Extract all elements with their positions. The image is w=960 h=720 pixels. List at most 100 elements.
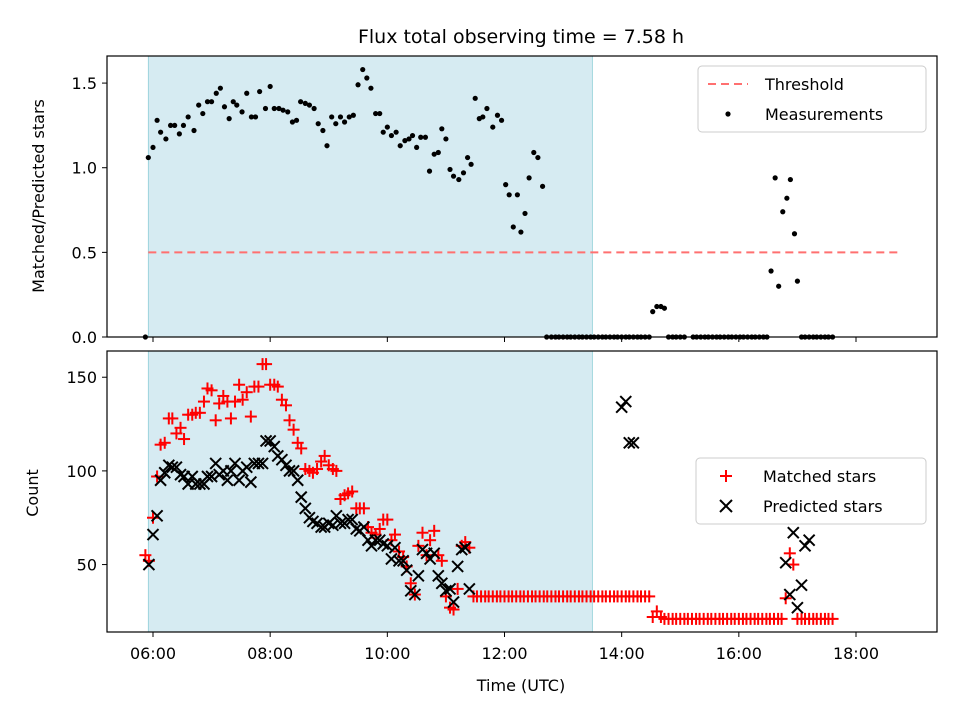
matched-star-point (260, 358, 273, 371)
measurement-point (510, 224, 516, 230)
measurement-point (388, 132, 395, 139)
measurement-point (406, 136, 412, 142)
predicted-star-point (259, 434, 273, 448)
y-tick-label: 50 (77, 556, 97, 575)
bottom-legend: Matched stars Predicted stars (695, 457, 927, 525)
x-axis-label: Time (UTC) (476, 676, 565, 695)
measurement-point (196, 102, 202, 108)
legend-matched-label: Matched stars (763, 467, 876, 486)
measurement-point (360, 66, 366, 73)
predicted-star-point (275, 453, 289, 466)
measurement-point (180, 122, 187, 129)
measurement-point (654, 303, 660, 310)
measurement-point (384, 124, 390, 130)
predicted-star-point (142, 558, 156, 571)
measurement-point (176, 131, 182, 137)
series-predicted-stars (142, 395, 816, 614)
matched-star-point (373, 522, 386, 535)
measurement-point (484, 105, 490, 112)
x-tick-label: 16:00 (716, 644, 762, 663)
measurement-point (306, 102, 313, 108)
measurement-point (298, 99, 304, 105)
predicted-star-point (174, 468, 187, 481)
matched-star-point (147, 511, 159, 524)
measurement-point (341, 119, 348, 125)
predicted-star-point (146, 528, 160, 541)
predicted-star-point (334, 517, 347, 530)
matched-star-point (404, 577, 417, 590)
predicted-star-point (279, 459, 293, 472)
predicted-star-point (400, 563, 413, 577)
x-tick-label: 10:00 (364, 644, 410, 663)
predicted-star-point (787, 526, 800, 539)
measurement-point (514, 192, 520, 198)
measurement-point (221, 104, 228, 110)
predicted-star-point (627, 436, 640, 450)
measurement-point (200, 110, 206, 117)
measurement-point (333, 121, 339, 127)
predicted-star-point (345, 513, 359, 526)
measurement-point (535, 154, 541, 161)
matched-star-point (787, 558, 800, 571)
predicted-star-point (455, 543, 468, 556)
legend-measurements-swatch (725, 111, 731, 117)
measurement-point (208, 99, 215, 105)
measurement-point (191, 127, 197, 134)
predicted-star-point (287, 464, 300, 478)
measurement-point (380, 129, 386, 135)
measurement-point (280, 107, 286, 113)
measurement-point (289, 119, 296, 125)
measurement-point (154, 117, 160, 123)
predicted-star-point (385, 552, 398, 566)
measurement-point (311, 105, 317, 112)
y-tick-label: 1.5 (72, 74, 97, 93)
matched-star-point (271, 380, 284, 393)
predicted-star-point (435, 577, 449, 590)
observing-window-shade (147, 350, 593, 633)
bottom-plot-area: 50 100 150 06:00 08:00 10:00 12:00 14:00 16:00 18… (66, 350, 938, 663)
x-tick-label: 12:00 (481, 644, 527, 663)
matched-star-point (388, 528, 401, 541)
measurement-point (498, 117, 505, 123)
measurement-point (320, 127, 326, 134)
measurement-point (285, 109, 291, 115)
matched-star-point (330, 464, 343, 477)
legend-threshold-label: Threshold (764, 75, 844, 94)
measurement-point (402, 138, 408, 144)
predicted-star-point (205, 470, 218, 483)
predicted-star-point (463, 582, 476, 596)
measurement-point (480, 114, 486, 120)
matched-star-point (451, 582, 464, 595)
top-y-axis-label: Matched/Predicted stars (29, 99, 48, 293)
predicted-star-point (365, 539, 378, 553)
matched-star-point (295, 442, 308, 455)
measurement-point (784, 195, 790, 201)
bottom-legend-box (695, 457, 927, 525)
measurement-point (431, 151, 437, 157)
measurement-point (393, 129, 399, 135)
measurement-point (409, 132, 416, 139)
measurement-point (337, 114, 344, 120)
predicted-star-point (791, 601, 804, 614)
measurement-point (791, 231, 798, 237)
measurement-point (276, 105, 282, 112)
legend-measurements-label: Measurements (765, 105, 883, 124)
measurement-point (397, 143, 403, 149)
measurement-point (252, 114, 259, 120)
matched-star-point (428, 524, 441, 537)
measurement-point (234, 102, 240, 108)
matched-star-point (424, 534, 437, 547)
measurement-point (271, 105, 277, 112)
measurement-point (373, 110, 379, 117)
predicted-star-point (623, 436, 636, 450)
measurement-point (364, 75, 370, 81)
measurement-point (422, 134, 429, 140)
matched-star-point (283, 414, 296, 427)
predicted-star-point (427, 547, 441, 560)
predicted-star-point (783, 588, 797, 601)
measurement-point (185, 114, 191, 120)
predicted-star-point (221, 474, 234, 487)
measurement-point (518, 229, 524, 235)
predicted-star-point (795, 578, 808, 592)
predicted-star-point (162, 459, 176, 472)
